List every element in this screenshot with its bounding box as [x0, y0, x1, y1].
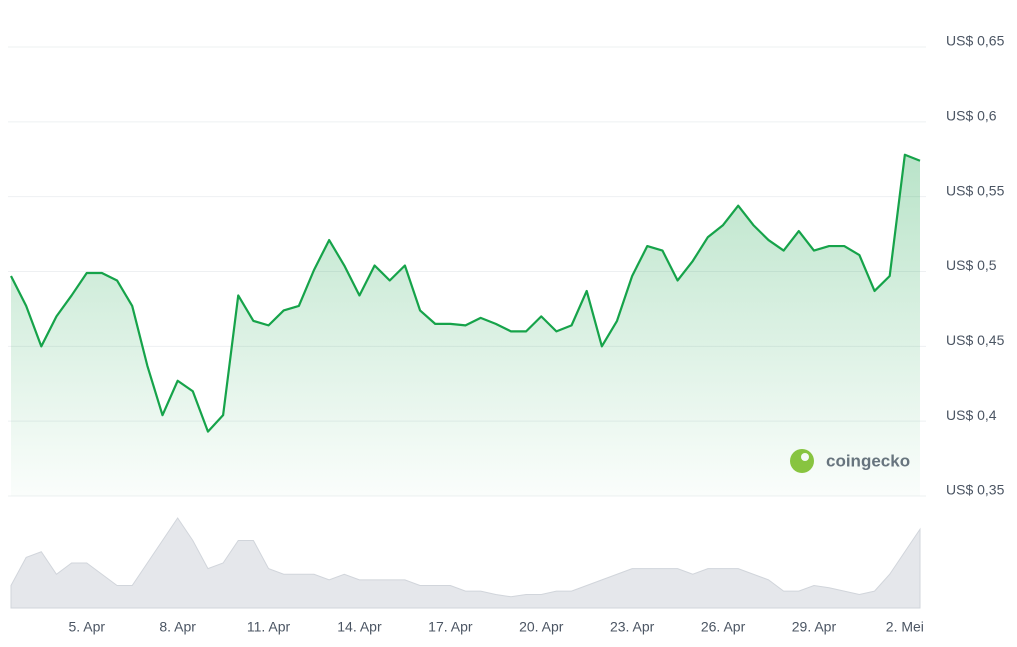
y-tick-label: US$ 0,45: [946, 332, 1005, 348]
y-tick-label: US$ 0,55: [946, 182, 1005, 198]
x-tick-label: 8. Apr: [159, 619, 196, 635]
x-tick-label: 14. Apr: [337, 619, 382, 635]
volume-area: [10, 517, 921, 609]
y-tick-label: US$ 0,65: [946, 33, 1005, 49]
price-line: [10, 153, 921, 433]
y-tick-label: US$ 0,4: [946, 407, 997, 423]
y-tick-label: US$ 0,6: [946, 108, 997, 124]
y-tick-label: US$ 0,35: [946, 482, 1005, 498]
x-tick-label: 29. Apr: [792, 619, 837, 635]
x-tick-label: 23. Apr: [610, 619, 655, 635]
x-tick-label: 5. Apr: [68, 619, 105, 635]
x-tick-label: 17. Apr: [428, 619, 473, 635]
y-tick-label: US$ 0,5: [946, 257, 997, 273]
x-tick-label: 2. Mei: [886, 619, 924, 635]
x-tick-label: 26. Apr: [701, 619, 746, 635]
x-tick-label: 20. Apr: [519, 619, 564, 635]
x-tick-label: 11. Apr: [247, 619, 291, 635]
